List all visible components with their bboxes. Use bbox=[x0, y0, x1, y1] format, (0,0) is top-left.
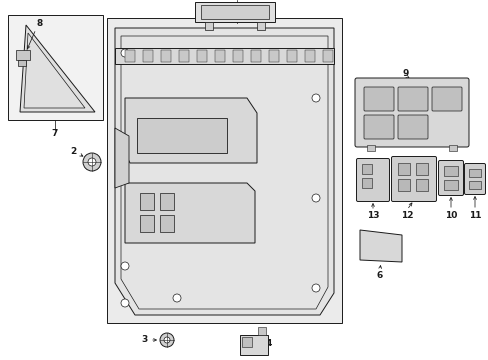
Bar bbox=[179, 50, 189, 62]
FancyBboxPatch shape bbox=[397, 115, 427, 139]
Bar bbox=[361, 178, 371, 188]
Circle shape bbox=[121, 262, 129, 270]
FancyBboxPatch shape bbox=[464, 163, 485, 194]
Bar bbox=[397, 179, 409, 191]
Circle shape bbox=[160, 333, 174, 347]
FancyBboxPatch shape bbox=[438, 161, 463, 195]
Text: 9: 9 bbox=[402, 68, 408, 77]
Bar bbox=[160, 215, 174, 232]
FancyBboxPatch shape bbox=[354, 78, 468, 147]
Bar bbox=[232, 50, 243, 62]
Bar bbox=[197, 50, 206, 62]
Bar bbox=[361, 164, 371, 174]
Circle shape bbox=[88, 158, 96, 166]
Polygon shape bbox=[125, 183, 254, 243]
Bar bbox=[323, 50, 332, 62]
Circle shape bbox=[121, 299, 129, 307]
Text: 13: 13 bbox=[366, 211, 379, 220]
Text: 3: 3 bbox=[142, 336, 148, 345]
Bar bbox=[125, 50, 135, 62]
Text: 1: 1 bbox=[233, 5, 240, 14]
FancyBboxPatch shape bbox=[397, 87, 427, 111]
FancyBboxPatch shape bbox=[391, 157, 436, 202]
Bar bbox=[18, 60, 26, 66]
Bar bbox=[201, 5, 268, 19]
Bar bbox=[250, 50, 261, 62]
Polygon shape bbox=[115, 28, 333, 315]
Circle shape bbox=[173, 294, 181, 302]
Circle shape bbox=[311, 94, 319, 102]
Circle shape bbox=[311, 194, 319, 202]
Bar bbox=[204, 22, 213, 30]
Circle shape bbox=[311, 284, 319, 292]
Bar bbox=[142, 50, 153, 62]
Polygon shape bbox=[20, 25, 95, 112]
Bar bbox=[137, 118, 226, 153]
FancyBboxPatch shape bbox=[431, 87, 461, 111]
Text: 4: 4 bbox=[265, 339, 272, 348]
Bar bbox=[468, 181, 480, 189]
Bar bbox=[107, 18, 341, 323]
Bar bbox=[160, 193, 174, 210]
Circle shape bbox=[121, 49, 129, 57]
Bar bbox=[415, 163, 427, 175]
Bar bbox=[443, 166, 457, 176]
Bar bbox=[140, 193, 154, 210]
Bar bbox=[448, 145, 456, 151]
Bar bbox=[468, 169, 480, 177]
Bar bbox=[240, 335, 267, 355]
Polygon shape bbox=[125, 98, 257, 163]
Bar bbox=[286, 50, 296, 62]
FancyBboxPatch shape bbox=[363, 87, 393, 111]
Bar bbox=[16, 50, 30, 60]
Polygon shape bbox=[359, 230, 401, 262]
Text: 8: 8 bbox=[37, 18, 43, 27]
FancyBboxPatch shape bbox=[363, 115, 393, 139]
Text: 2: 2 bbox=[70, 148, 76, 157]
FancyBboxPatch shape bbox=[356, 158, 389, 202]
Circle shape bbox=[163, 337, 170, 343]
Bar bbox=[195, 2, 274, 22]
Bar bbox=[397, 163, 409, 175]
Bar bbox=[268, 50, 279, 62]
Text: 1: 1 bbox=[233, 6, 240, 15]
Bar bbox=[115, 48, 333, 64]
Bar bbox=[258, 327, 265, 335]
Text: 7: 7 bbox=[52, 130, 58, 139]
Bar bbox=[305, 50, 314, 62]
Polygon shape bbox=[115, 128, 129, 188]
Bar bbox=[415, 179, 427, 191]
Text: 6: 6 bbox=[376, 270, 382, 279]
Text: 10: 10 bbox=[444, 211, 456, 220]
Text: 12: 12 bbox=[400, 211, 412, 220]
Text: 11: 11 bbox=[468, 211, 480, 220]
Bar bbox=[366, 145, 374, 151]
Bar bbox=[257, 22, 264, 30]
Circle shape bbox=[83, 153, 101, 171]
Bar bbox=[242, 337, 251, 347]
Text: 5: 5 bbox=[128, 50, 134, 59]
Bar bbox=[443, 180, 457, 190]
Bar bbox=[215, 50, 224, 62]
Bar bbox=[161, 50, 171, 62]
Bar bbox=[8, 15, 103, 120]
Bar bbox=[140, 215, 154, 232]
